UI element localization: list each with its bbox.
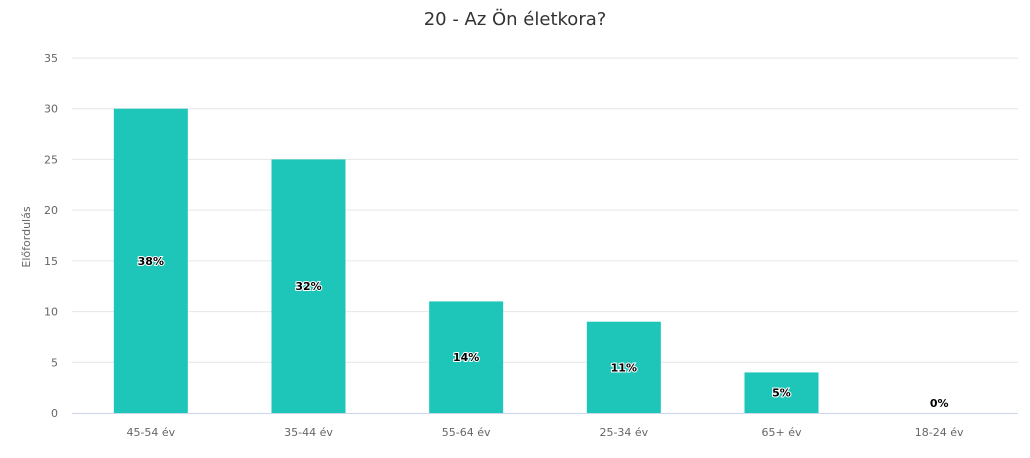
data-labels: 38% 32% 14% 11% 5% 0% bbox=[137, 254, 950, 411]
gridlines bbox=[72, 57, 1018, 363]
data-label: 5% bbox=[772, 387, 791, 400]
bar bbox=[429, 301, 504, 413]
data-label: 11% bbox=[611, 361, 637, 374]
data-label: 0% bbox=[930, 397, 949, 410]
y-axis-label: Előfordulás bbox=[20, 206, 33, 267]
data-label: 32% bbox=[295, 280, 321, 293]
y-axis-ticks: 0 5 10 15 20 25 30 35 bbox=[44, 52, 58, 420]
y-tick-label: 10 bbox=[44, 306, 58, 319]
data-label: 38% bbox=[138, 255, 164, 268]
y-tick-label: 20 bbox=[44, 204, 58, 217]
y-tick-label: 0 bbox=[51, 407, 58, 420]
x-tick-label: 25-34 év bbox=[599, 426, 648, 439]
y-tick-label: 30 bbox=[44, 103, 58, 116]
bar bbox=[744, 372, 819, 413]
bars bbox=[113, 108, 819, 413]
bar bbox=[586, 321, 661, 413]
chart-title: 20 - Az Ön életkora? bbox=[423, 9, 607, 30]
x-tick-label: 35-44 év bbox=[284, 426, 333, 439]
data-label: 14% bbox=[453, 351, 479, 364]
y-tick-label: 35 bbox=[44, 52, 58, 65]
bar bbox=[113, 108, 188, 413]
y-tick-label: 25 bbox=[44, 153, 58, 166]
y-tick-label: 5 bbox=[51, 356, 58, 369]
x-tick-label: 65+ év bbox=[762, 426, 802, 439]
x-tick-label: 18-24 év bbox=[915, 426, 964, 439]
bar bbox=[271, 159, 346, 413]
x-tick-label: 55-64 év bbox=[442, 426, 491, 439]
x-axis-ticks: 45-54 év 35-44 év 55-64 év 25-34 év 65+ év 18… bbox=[126, 426, 964, 439]
y-tick-label: 15 bbox=[44, 255, 58, 268]
x-tick-label: 45-54 év bbox=[126, 426, 175, 439]
